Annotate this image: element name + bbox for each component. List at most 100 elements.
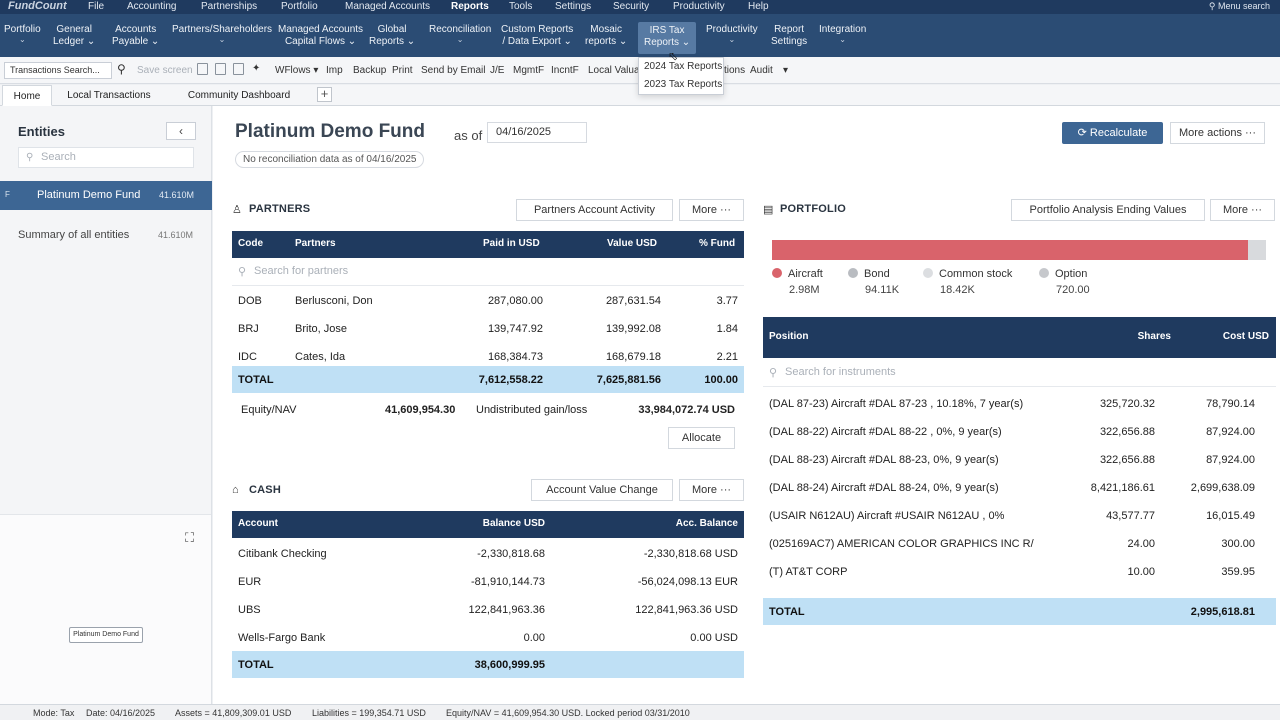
partners-more-button[interactable]: More ··· — [679, 199, 744, 221]
menu-managed-accounts[interactable]: Managed Accounts — [345, 1, 431, 12]
legend-common-stock-value: 18.42K — [940, 284, 975, 296]
list-icon[interactable] — [233, 63, 244, 75]
save-screen-button[interactable]: Save screen — [137, 65, 193, 76]
toolbar-incntf[interactable]: IncntF — [551, 65, 579, 76]
legend-aircraft-value: 2.98M — [789, 284, 820, 296]
table-row[interactable]: BRJ Brito, Jose 139,747.92 139,992.08 1.… — [232, 315, 744, 343]
toolbar-mgmtf[interactable]: MgmtF — [513, 65, 545, 76]
menu-search[interactable]: ⚲ Menu search — [1209, 0, 1270, 14]
ribbon-report-settings[interactable]: Report Settings — [771, 24, 807, 48]
transactions-search-input[interactable]: Transactions Search... — [4, 62, 112, 79]
ribbon-mosaic-reports[interactable]: Mosaic reports ⌄ — [585, 24, 627, 48]
ribbon-general-ledger[interactable]: General Ledger ⌄ — [53, 24, 95, 48]
ribbon-productivity[interactable]: Productivity ⌄ — [706, 24, 758, 44]
col-paid-in[interactable]: Paid in USD — [483, 238, 540, 249]
entity-tree-node[interactable]: Platinum Demo Fund — [69, 627, 143, 643]
search-icon[interactable]: ⚲ — [117, 62, 126, 76]
table-row[interactable]: UBS 122,841,963.36 122,841,963.36 USD — [232, 596, 744, 624]
toolbar-backup[interactable]: Backup — [353, 65, 387, 76]
entity-name: Platinum Demo Fund — [37, 189, 141, 201]
menu-partnerships[interactable]: Partnerships — [201, 1, 258, 12]
collapse-sidebar-button[interactable]: ‹ — [166, 122, 196, 140]
menu-accounting[interactable]: Accounting — [127, 1, 177, 12]
cash-more-button[interactable]: More ··· — [679, 479, 744, 501]
toolbar-je[interactable]: J/E — [490, 65, 505, 76]
expand-icon[interactable]: ⛶ — [184, 530, 195, 545]
add-tab-button[interactable]: + — [317, 87, 332, 102]
partners-icon: ♙ — [232, 204, 242, 216]
ribbon-managed-accounts[interactable]: Managed Accounts Capital Flows ⌄ — [278, 24, 363, 48]
chevron-down-icon[interactable]: ▾ — [783, 65, 789, 76]
table-row[interactable]: (DAL 88-22) Aircraft #DAL 88-22 , 0%, 9 … — [763, 418, 1276, 446]
table-row[interactable]: (USAIR N612AU) Aircraft #USAIR N612AU , … — [763, 502, 1276, 530]
col-value[interactable]: Value USD — [607, 238, 658, 249]
toolbar-local-valuations[interactable]: Local Valua — [588, 65, 640, 76]
page-title: Platinum Demo Fund — [235, 121, 425, 142]
ribbon-custom-reports[interactable]: Custom Reports / Data Export ⌄ — [501, 24, 573, 48]
toolbar-wflows[interactable]: WFlows ▾ — [275, 65, 319, 76]
toolbar-print[interactable]: Print — [392, 65, 413, 76]
col-code[interactable]: Code — [238, 238, 263, 249]
sidebar-item-summary[interactable]: Summary of all entities — [18, 229, 130, 241]
sidebar-item-platinum-demo-fund[interactable]: F Platinum Demo Fund 41.610M — [0, 181, 212, 210]
col-position[interactable]: Position — [769, 331, 809, 342]
ribbon-integration[interactable]: Integration ⌄ — [819, 24, 866, 44]
col-shares[interactable]: Shares — [1137, 331, 1171, 342]
toolbar-send-email[interactable]: Send by Email — [421, 65, 486, 76]
ribbon-portfolio[interactable]: Portfolio ⌄ — [4, 24, 41, 44]
menu-security[interactable]: Security — [613, 1, 650, 12]
table-row[interactable]: Wells-Fargo Bank 0.00 0.00 USD — [232, 624, 744, 652]
document-icon[interactable] — [197, 63, 208, 75]
dropdown-item-2024-tax-reports[interactable]: 2024 Tax Reports — [644, 61, 723, 72]
table-row[interactable]: EUR -81,910,144.73 -56,024,098.13 EUR — [232, 568, 744, 596]
toolbar-audit[interactable]: Audit — [750, 65, 773, 76]
table-row[interactable]: Citibank Checking -2,330,818.68 -2,330,8… — [232, 540, 744, 568]
allocate-button[interactable]: Allocate — [668, 427, 735, 449]
partners-search-input[interactable]: ⚲ Search for partners — [232, 258, 744, 286]
ribbon-accounts-payable[interactable]: Accounts Payable ⌄ — [112, 24, 159, 48]
menu-reports[interactable]: Reports — [451, 1, 489, 12]
table-row[interactable]: IDC Cates, Ida 168,384.73 168,679.18 2.2… — [232, 343, 744, 371]
portfolio-more-button[interactable]: More ··· — [1210, 199, 1275, 221]
partners-account-activity-button[interactable]: Partners Account Activity — [516, 199, 673, 221]
calculator-icon[interactable] — [215, 63, 226, 75]
ribbon-partners-shareholders[interactable]: Partners/Shareholders ⌄ — [172, 24, 272, 44]
reconciliation-badge: No reconciliation data as of 04/16/2025 — [235, 151, 425, 168]
menu-portfolio[interactable]: Portfolio — [281, 1, 318, 12]
tab-home[interactable]: Home — [2, 85, 52, 106]
col-acc-balance[interactable]: Acc. Balance — [675, 518, 738, 529]
portfolio-analysis-button[interactable]: Portfolio Analysis Ending Values — [1011, 199, 1205, 221]
account-value-change-button[interactable]: Account Value Change — [531, 479, 673, 501]
table-row[interactable]: (DAL 87-23) Aircraft #DAL 87-23 , 10.18%… — [763, 390, 1276, 418]
menu-help[interactable]: Help — [748, 1, 769, 12]
table-row[interactable]: DOB Berlusconi, Don 287,080.00 287,631.5… — [232, 287, 744, 315]
table-row[interactable]: (DAL 88-24) Aircraft #DAL 88-24, 0%, 9 y… — [763, 474, 1276, 502]
col-account[interactable]: Account — [238, 518, 278, 529]
menu-settings[interactable]: Settings — [555, 1, 592, 12]
menu-file[interactable]: File — [88, 1, 105, 12]
more-actions-button[interactable]: More actions ··· — [1170, 122, 1265, 144]
col-pct-fund[interactable]: % Fund — [699, 238, 736, 249]
table-row[interactable]: (DAL 88-23) Aircraft #DAL 88-23, 0%, 9 y… — [763, 446, 1276, 474]
menu-tools[interactable]: Tools — [509, 1, 533, 12]
tab-local-transactions[interactable]: Local Transactions — [67, 90, 151, 101]
col-balance[interactable]: Balance USD — [482, 518, 545, 529]
ribbon-global-reports[interactable]: Global Reports ⌄ — [369, 24, 415, 48]
recalculate-button[interactable]: ⟳ Recalculate — [1062, 122, 1163, 144]
entity-search-input[interactable]: ⚲ Search — [18, 147, 194, 168]
toolbar-imp[interactable]: Imp — [326, 65, 343, 76]
date-input[interactable]: 04/16/2025 — [487, 122, 587, 143]
menu-productivity[interactable]: Productivity — [673, 1, 725, 12]
dropdown-item-2023-tax-reports[interactable]: 2023 Tax Reports — [644, 79, 723, 90]
ribbon-label-2: Payable ⌄ — [112, 36, 160, 47]
ribbon-reconciliation[interactable]: Reconciliation ⌄ — [429, 24, 491, 44]
col-cost[interactable]: Cost USD — [1222, 331, 1269, 342]
cell-value: 287,631.54 — [605, 295, 661, 307]
instruments-search-input[interactable]: ⚲ Search for instruments — [763, 359, 1276, 387]
table-row[interactable]: (025169AC7) AMERICAN COLOR GRAPHICS INC … — [763, 530, 1276, 558]
ribbon-irs-tax-reports[interactable]: IRS Tax Reports ⌄ — [638, 22, 697, 54]
tab-community-dashboard[interactable]: Community Dashboard — [187, 90, 291, 101]
pin-icon[interactable]: ✦ — [252, 63, 261, 74]
col-partners[interactable]: Partners — [295, 238, 336, 249]
table-row[interactable]: (T) AT&T CORP 10.00 359.95 — [763, 558, 1276, 586]
